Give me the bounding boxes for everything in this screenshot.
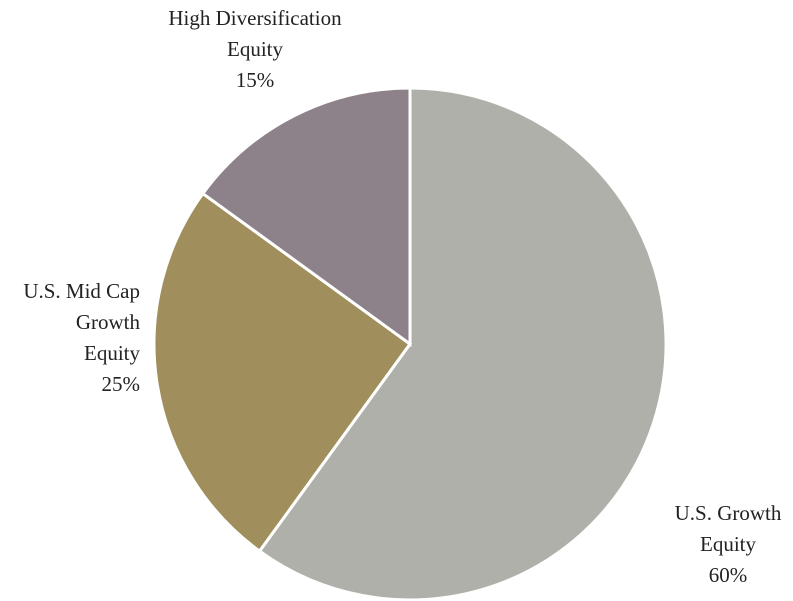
pie-slice — [152, 191, 413, 554]
slice-value-label: 60% — [709, 563, 748, 587]
slice-label: Growth — [76, 310, 141, 334]
slice-value-label: 25% — [102, 372, 141, 396]
slice-label: Equity — [227, 37, 283, 61]
slice-label: Equity — [84, 341, 140, 365]
slice-value-label: 15% — [236, 68, 275, 92]
slice-label: Equity — [700, 532, 756, 556]
slice-label: High Diversification — [168, 6, 342, 30]
slice-label: U.S. Growth — [675, 501, 782, 525]
pie-slice — [257, 86, 668, 601]
slice-label: U.S. Mid Cap — [23, 279, 140, 303]
pie-slice — [200, 86, 412, 347]
